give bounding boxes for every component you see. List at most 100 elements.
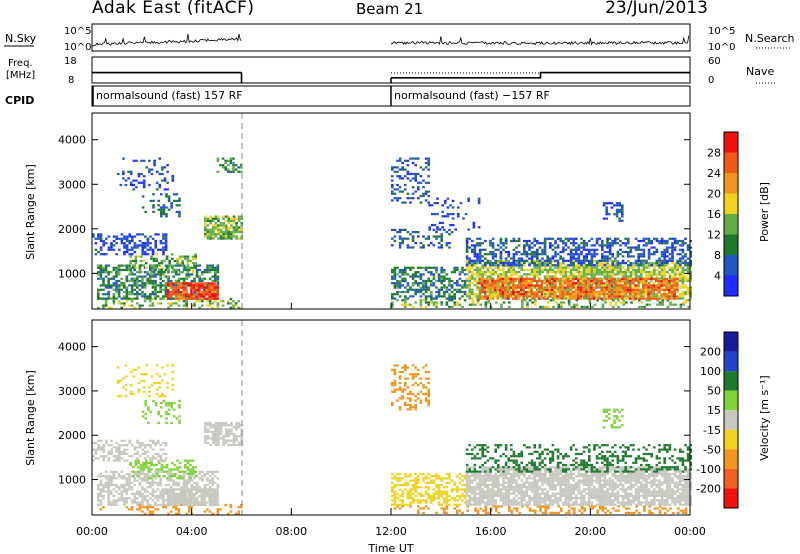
heatmap-cell [214,481,217,484]
heatmap-cell [427,266,430,269]
heatmap-cell [117,488,121,491]
heatmap-cell [102,459,105,462]
heatmap-cell [541,253,544,256]
heatmap-cell [557,303,560,306]
heatmap-cell [97,277,100,280]
heatmap-cell [642,286,645,289]
heatmap-cell [92,448,95,451]
heatmap-cell [577,266,581,269]
heatmap-cell [125,246,129,249]
heatmap-cell [595,239,599,243]
heatmap-cell [155,259,158,263]
heatmap-cell [142,466,145,469]
heatmap-cell [430,284,433,287]
heatmap-cell [210,503,214,506]
heatmap-cell [437,290,441,294]
heatmap-cell [104,268,108,272]
heatmap-cell [456,279,459,283]
heatmap-cell [512,237,516,240]
heatmap-cell [585,273,588,276]
heatmap-cell [689,239,692,243]
heatmap-cell [551,288,554,291]
heatmap-cell [668,293,672,296]
heatmap-cell [642,297,645,300]
heatmap-cell [216,295,219,298]
heatmap-cell [432,273,436,276]
heatmap-cell [580,266,583,269]
heatmap-cell [141,244,144,247]
heatmap-cell [120,237,124,240]
heatmap-cell [577,271,581,274]
heatmap-cell [203,297,206,300]
heatmap-cell [520,295,523,298]
heatmap-cell [488,282,492,285]
heatmap-cell [536,288,539,291]
heatmap-cell [610,206,614,209]
heatmap-cell [528,299,532,302]
heatmap-cell [180,486,183,489]
heatmap-cell [179,282,183,285]
heatmap-cell [217,217,220,220]
heatmap-cell [481,286,484,289]
heatmap-cell [610,277,614,280]
heatmap-cell [173,475,177,478]
heatmap-cell [198,300,201,303]
heatmap-cell [671,257,674,260]
heatmap-cell [169,479,173,482]
heatmap-cell [115,486,118,489]
heatmap-cell [154,481,157,484]
heatmap-cell [206,264,209,267]
heatmap-cell [205,495,209,498]
heatmap-cell [154,503,157,506]
heatmap-cell [624,261,627,265]
heatmap-cell [491,253,495,256]
heatmap-cell [634,271,638,274]
heatmap-cell [582,246,586,249]
heatmap-cell [499,255,503,258]
heatmap-cell [97,306,100,309]
heatmap-cell [627,268,630,271]
heatmap-cell [567,271,570,274]
heatmap-cell [567,299,571,302]
heatmap-cell [393,228,397,231]
heatmap-cell [398,175,402,178]
heatmap-cell [115,275,118,278]
heatmap-cell [634,248,638,251]
heatmap-cell [229,161,233,165]
heatmap-cell [523,299,527,302]
heatmap-cell [393,235,397,238]
heatmap-cell [424,301,428,304]
heatmap-cell [112,477,116,480]
heatmap-cell [217,219,220,223]
heatmap-cell [489,253,492,256]
heatmap-cell [99,455,103,458]
heatmap-cell [579,288,583,291]
heatmap-cell [216,284,219,287]
heatmap-cell [190,499,193,502]
heatmap-cell [621,295,624,298]
heatmap-cell [561,288,564,291]
heatmap-cell [177,279,181,283]
heatmap-cell [216,271,220,274]
heatmap-cell [668,288,671,291]
heatmap-cell [432,301,436,304]
heatmap-cell [99,508,103,511]
heatmap-cell [572,257,575,260]
heatmap-cell [169,282,172,285]
heatmap-cell [396,299,399,302]
heatmap-cell [647,293,650,296]
heatmap-cell [686,244,690,247]
heatmap-cell [530,253,534,256]
heatmap-cell [191,262,195,265]
heatmap-cell [504,264,508,267]
heatmap-cell [676,253,679,256]
heatmap-cell [427,190,430,193]
heatmap-cell [143,490,147,493]
heatmap-cell [419,175,423,178]
heatmap-cell [197,284,201,287]
heatmap-cell [160,259,164,263]
heatmap-cell [471,250,474,254]
heatmap-cell [624,250,627,254]
heatmap-cell [590,248,594,251]
heatmap-cell [520,264,523,267]
